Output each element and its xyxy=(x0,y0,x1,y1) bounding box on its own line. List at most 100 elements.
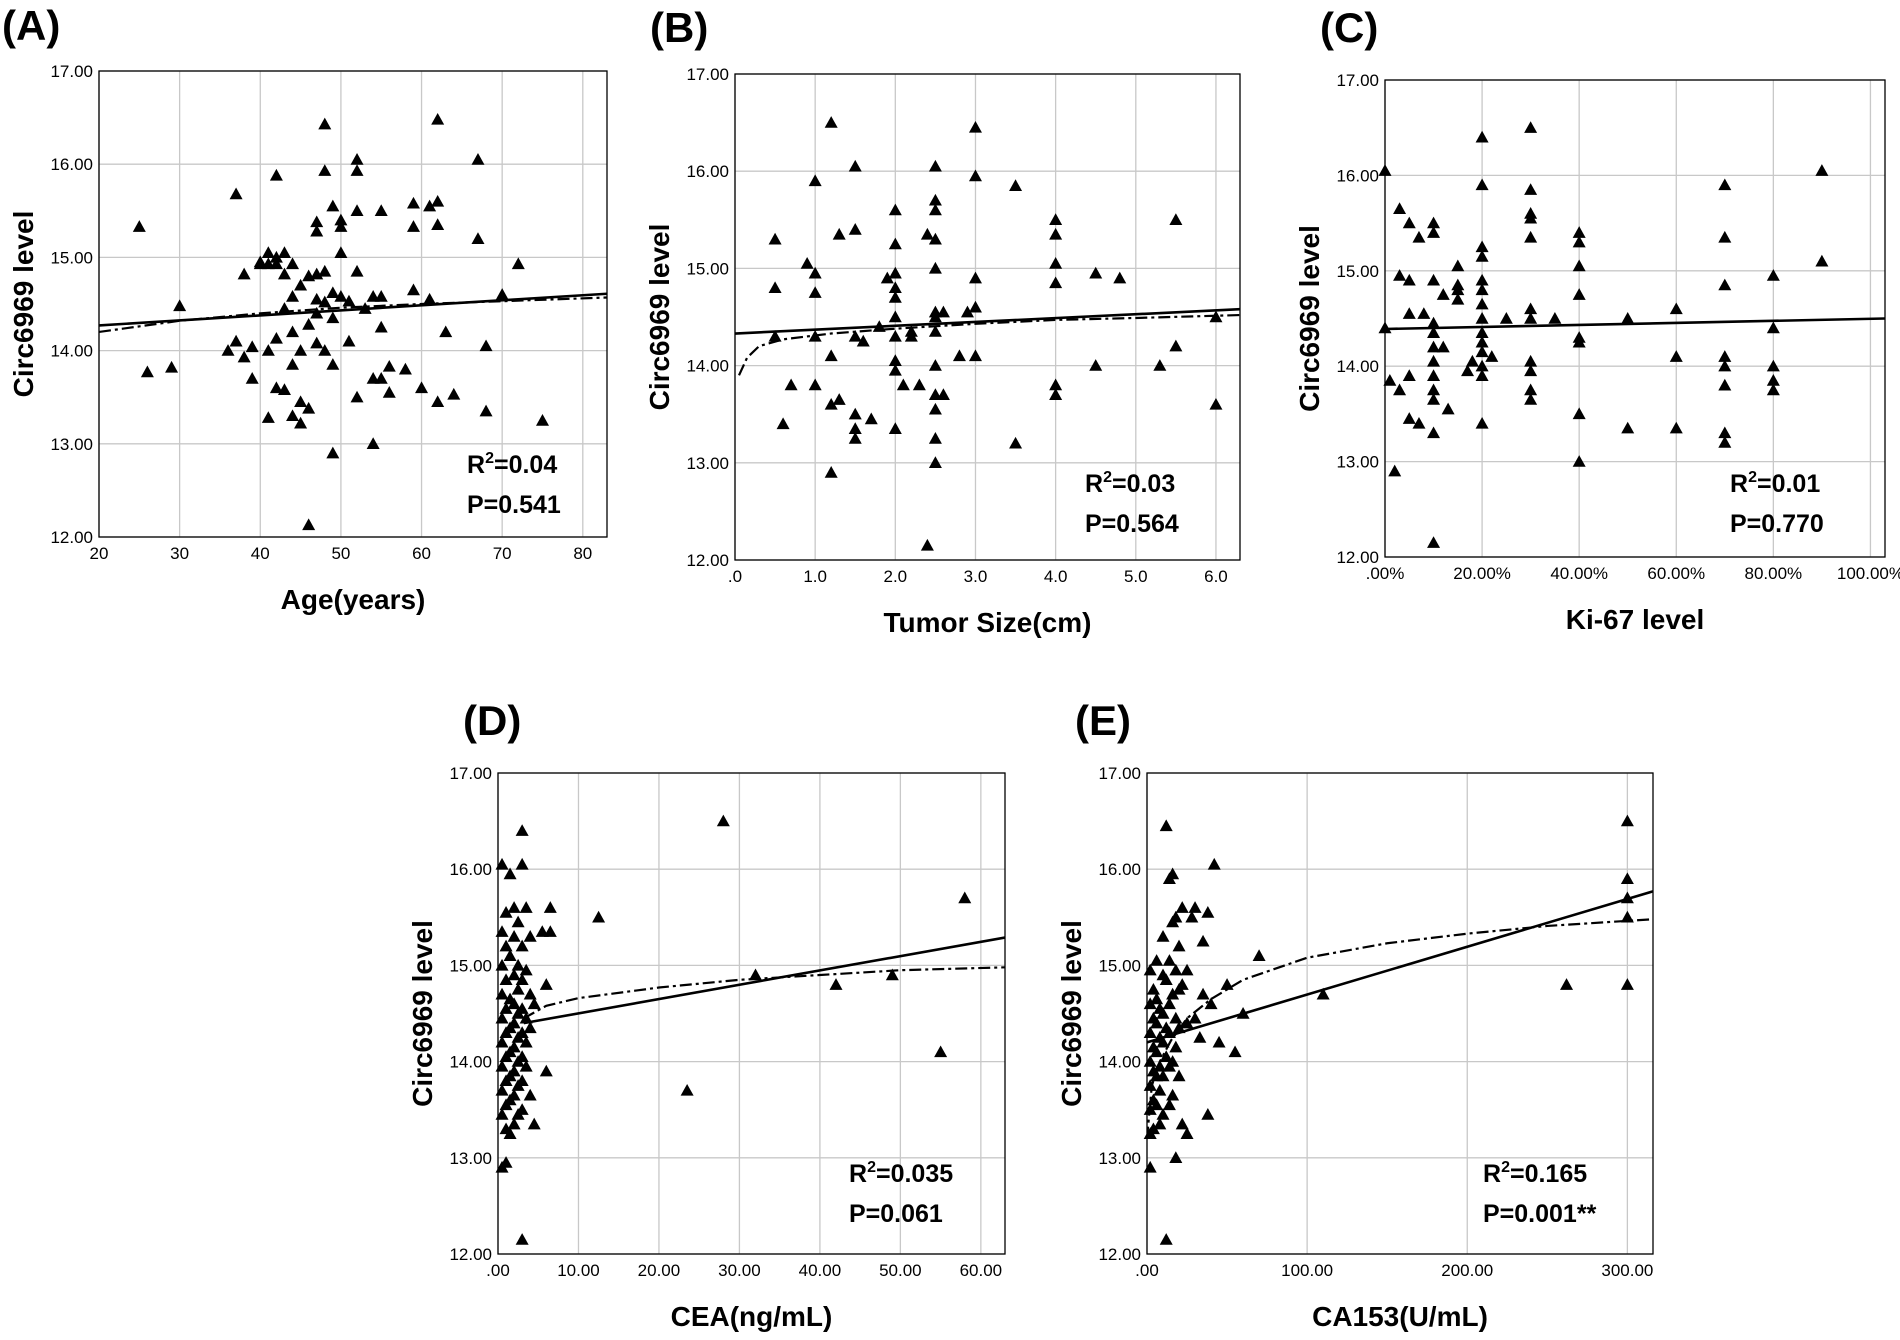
panel-b-point xyxy=(1009,436,1023,449)
panel-e-xtick-label: .00 xyxy=(1135,1261,1159,1280)
panel-b-point xyxy=(928,159,942,172)
panel-b-point xyxy=(1169,339,1183,352)
panel-a-point xyxy=(269,250,283,263)
panel-c-point xyxy=(1718,350,1732,362)
panel-e-point xyxy=(1166,987,1180,1000)
panel-c-xtick-label: 80.00% xyxy=(1745,564,1803,583)
panel-b-point xyxy=(952,349,966,362)
panel-b-point xyxy=(888,281,902,294)
panel-e-point xyxy=(1620,910,1634,923)
panel-b-point xyxy=(824,466,838,478)
panel-a-point xyxy=(294,416,308,429)
panel-b-point xyxy=(848,159,862,172)
panel-a-point xyxy=(326,286,340,299)
panel-e-point xyxy=(1143,1026,1157,1038)
panel-d-point xyxy=(523,1088,537,1101)
panel-b-point xyxy=(848,223,862,235)
panel-d-letter: (D) xyxy=(463,697,521,744)
panel-b-point xyxy=(1089,266,1103,279)
panel-b-point xyxy=(968,349,982,362)
panel-e-point xyxy=(1180,1016,1194,1029)
panel-b-point xyxy=(768,232,782,245)
panel-b-point xyxy=(936,388,950,400)
panel-c-point xyxy=(1451,292,1465,305)
panel-a-xtick-label: 70 xyxy=(493,544,512,563)
panel-d-point xyxy=(495,987,509,1000)
panel-d-point xyxy=(507,930,521,942)
panel-c-point xyxy=(1475,249,1489,262)
panel-a-frame xyxy=(98,70,608,538)
panel-a-point xyxy=(382,359,396,372)
panel-e-point xyxy=(1228,1045,1242,1058)
panel-b-point xyxy=(928,261,942,274)
panel-e-ytick-label: 15.00 xyxy=(1098,956,1141,975)
panel-b-point xyxy=(1049,276,1063,289)
panel-c-point xyxy=(1548,312,1562,324)
panel-a-point xyxy=(423,292,437,305)
panel-d-point xyxy=(495,958,509,971)
panel-d-point xyxy=(543,925,557,937)
panel-e-point xyxy=(1146,982,1160,995)
panel-c-point xyxy=(1441,402,1455,415)
panel-d-point xyxy=(539,1064,553,1077)
panel-c-point xyxy=(1718,426,1732,439)
panel-c-point xyxy=(1524,302,1538,315)
panel-c-xtick-label: 100.00% xyxy=(1837,564,1900,583)
panel-e-xlabel: CA153(U/mL) xyxy=(1312,1301,1488,1332)
panel-e-point xyxy=(1143,1055,1157,1067)
panel-a-ytick-label: 12.00 xyxy=(50,528,93,547)
panel-e-point xyxy=(1156,1007,1170,1019)
panel-a-point xyxy=(294,344,308,356)
panel-d-point xyxy=(507,1117,521,1130)
panel-d-point xyxy=(495,1011,509,1024)
panel-d-point xyxy=(515,824,529,836)
panel-c-point xyxy=(1427,383,1441,396)
panel-b-ytick-label: 12.00 xyxy=(686,551,729,570)
panel-a-point xyxy=(350,390,364,403)
panel-d-xlabel: CEA(ng/mL) xyxy=(671,1301,833,1332)
panel-b-ytick-label: 15.00 xyxy=(686,259,729,278)
panel-d-point xyxy=(519,963,533,976)
panel-b-curve-fit xyxy=(738,313,1240,376)
panel-b-point xyxy=(800,257,814,269)
panel-a-xtick-label: 50 xyxy=(331,544,350,563)
panel-a-point xyxy=(229,334,243,347)
panel-a-point xyxy=(326,358,340,370)
panel-b-point xyxy=(896,378,910,391)
panel-a-point xyxy=(350,264,364,277)
panel-d-point xyxy=(503,949,517,961)
panel-a-point xyxy=(350,204,364,216)
panel-c-point xyxy=(1412,230,1426,243)
panel-d-xtick-label: 50.00 xyxy=(879,1261,922,1280)
panel-a-point xyxy=(310,292,324,305)
panel-d-xtick-label: .00 xyxy=(486,1261,510,1280)
panel-e-point xyxy=(1185,910,1199,923)
panel-e-point xyxy=(1159,819,1173,832)
panel-c-point xyxy=(1572,288,1586,300)
panel-a-point xyxy=(294,395,308,408)
panel-d-point xyxy=(499,1156,513,1168)
panel-b-point xyxy=(768,281,782,294)
panel-a-point xyxy=(471,153,485,165)
panel-d-ytick-label: 15.00 xyxy=(449,956,492,975)
panel-a-point xyxy=(318,264,332,277)
panel-a-point xyxy=(334,290,348,302)
panel-d-ytick-label: 16.00 xyxy=(449,860,492,879)
panel-d-point xyxy=(519,1059,533,1072)
panel-c-point xyxy=(1378,164,1392,176)
panel-e-point xyxy=(1620,978,1634,990)
panel-d-point xyxy=(507,1016,521,1029)
panel-e-point xyxy=(1169,1040,1183,1053)
panel-c-letter: (C) xyxy=(1320,4,1378,51)
panel-e-point xyxy=(1150,1016,1164,1029)
panel-b-ytick-label: 17.00 xyxy=(686,65,729,84)
panel-e-point xyxy=(1162,1026,1176,1038)
panel-d-point xyxy=(507,1088,521,1101)
panel-d-point xyxy=(523,1021,537,1034)
panel-b-point xyxy=(808,378,822,391)
panel-c-point xyxy=(1427,369,1441,381)
panel-d-point xyxy=(523,987,537,1000)
panel-a-point xyxy=(423,199,437,212)
panel-e-ytick-label: 16.00 xyxy=(1098,860,1141,879)
panel-c-point xyxy=(1524,383,1538,396)
